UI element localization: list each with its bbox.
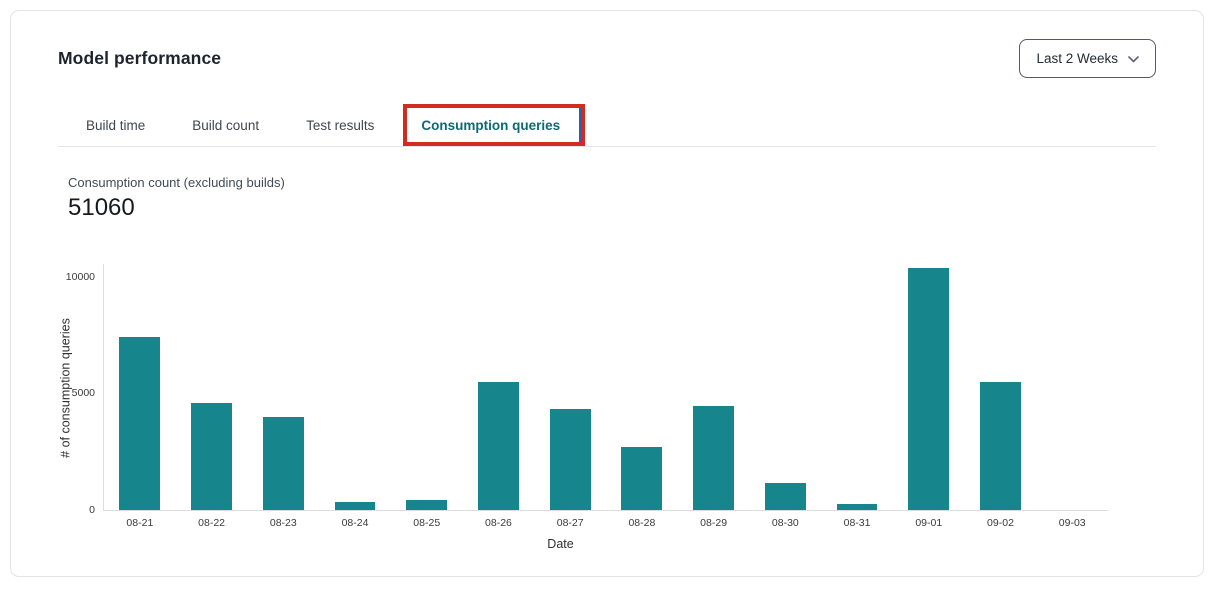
tab-test-results[interactable]: Test results xyxy=(306,118,375,133)
bar-slot: 08-28 xyxy=(606,264,678,529)
x-tick-label: 08-31 xyxy=(843,517,871,529)
bars: 08-21 08-22 08-23 08-24 08-25 08-26 08-27 08-28… xyxy=(104,264,1108,529)
bar-08-27[interactable] xyxy=(549,409,591,510)
y-tick-label: 5000 xyxy=(71,387,95,400)
bar-slot: 08-31 xyxy=(821,264,893,529)
x-tick-label: 08-23 xyxy=(269,517,297,529)
x-tick-label: 08-22 xyxy=(198,517,226,529)
bar-slot: 08-30 xyxy=(749,264,821,529)
x-tick-label: 08-27 xyxy=(556,517,584,529)
bar-08-24[interactable] xyxy=(334,502,376,510)
metric-label: Consumption count (excluding builds) xyxy=(68,175,285,190)
x-tick-label: 09-03 xyxy=(1058,517,1086,529)
tab-build-count[interactable]: Build count xyxy=(192,118,260,133)
consumption-queries-chart: # of consumption queries 08-21 08-22 08-23… xyxy=(59,264,1108,551)
bar-08-30[interactable] xyxy=(764,483,806,510)
tab-bar: Build time Build count Test results Cons… xyxy=(58,104,1156,147)
bar-slot: 09-03 xyxy=(1036,264,1108,529)
tab-consumption-queries-label: Consumption queries xyxy=(421,118,561,133)
bar-slot: 08-23 xyxy=(247,264,319,529)
metric-block: Consumption count (excluding builds) 510… xyxy=(68,174,1156,222)
bar-08-29[interactable] xyxy=(693,406,735,510)
bar-08-26[interactable] xyxy=(478,382,519,510)
x-tick-label: 09-01 xyxy=(915,517,943,529)
x-tick-label: 08-26 xyxy=(485,517,512,529)
x-tick-label: 08-24 xyxy=(341,517,369,529)
bar-slot: 08-24 xyxy=(319,264,391,529)
x-axis-title: Date xyxy=(547,537,574,551)
bar-09-02[interactable] xyxy=(980,381,1021,510)
bar-slot: 08-26 xyxy=(463,264,535,529)
bar-08-25[interactable] xyxy=(406,499,448,510)
bar-09-01[interactable] xyxy=(908,267,950,510)
bar-slot: 08-29 xyxy=(678,264,750,529)
y-tick-label: 10000 xyxy=(65,270,95,283)
x-tick-label: 08-25 xyxy=(413,517,441,529)
tab-build-time[interactable]: Build time xyxy=(86,118,146,133)
plot-area: 08-21 08-22 08-23 08-24 08-25 08-26 08-27 08-28… xyxy=(66,264,1108,529)
bar-slot: 08-25 xyxy=(391,264,463,529)
x-tick-label: 09-02 xyxy=(987,517,1014,529)
bar-08-28[interactable] xyxy=(621,446,663,510)
y-tick-label: 0 xyxy=(89,504,95,516)
bar-slot: 09-02 xyxy=(965,264,1037,529)
tab-consumption-queries[interactable]: Consumption queries xyxy=(403,104,586,146)
date-range-selector[interactable]: Last 2 Weeks xyxy=(1019,39,1156,78)
bar-slot: 08-22 xyxy=(176,264,248,529)
chevron-down-icon xyxy=(1128,56,1139,63)
card-header: Model performance Last 2 Weeks xyxy=(11,11,1203,78)
bar-slot: 08-27 xyxy=(534,264,606,529)
model-performance-card: Model performance Last 2 Weeks Build tim… xyxy=(10,10,1204,577)
bar-08-23[interactable] xyxy=(262,416,304,510)
bar-08-31[interactable] xyxy=(836,504,878,510)
bar-slot: 09-01 xyxy=(893,264,965,529)
x-tick-label: 08-21 xyxy=(126,517,154,529)
metric-value: 51060 xyxy=(68,194,135,221)
page-title: Model performance xyxy=(58,48,222,68)
x-tick-label: 08-28 xyxy=(628,517,656,529)
bar-08-22[interactable] xyxy=(191,402,233,510)
bar-slot: 08-21 xyxy=(104,264,176,529)
bar-08-21[interactable] xyxy=(119,337,161,510)
x-tick-label: 08-30 xyxy=(771,517,799,529)
date-range-value: Last 2 Weeks xyxy=(1036,51,1118,66)
x-tick-label: 08-29 xyxy=(700,517,728,529)
